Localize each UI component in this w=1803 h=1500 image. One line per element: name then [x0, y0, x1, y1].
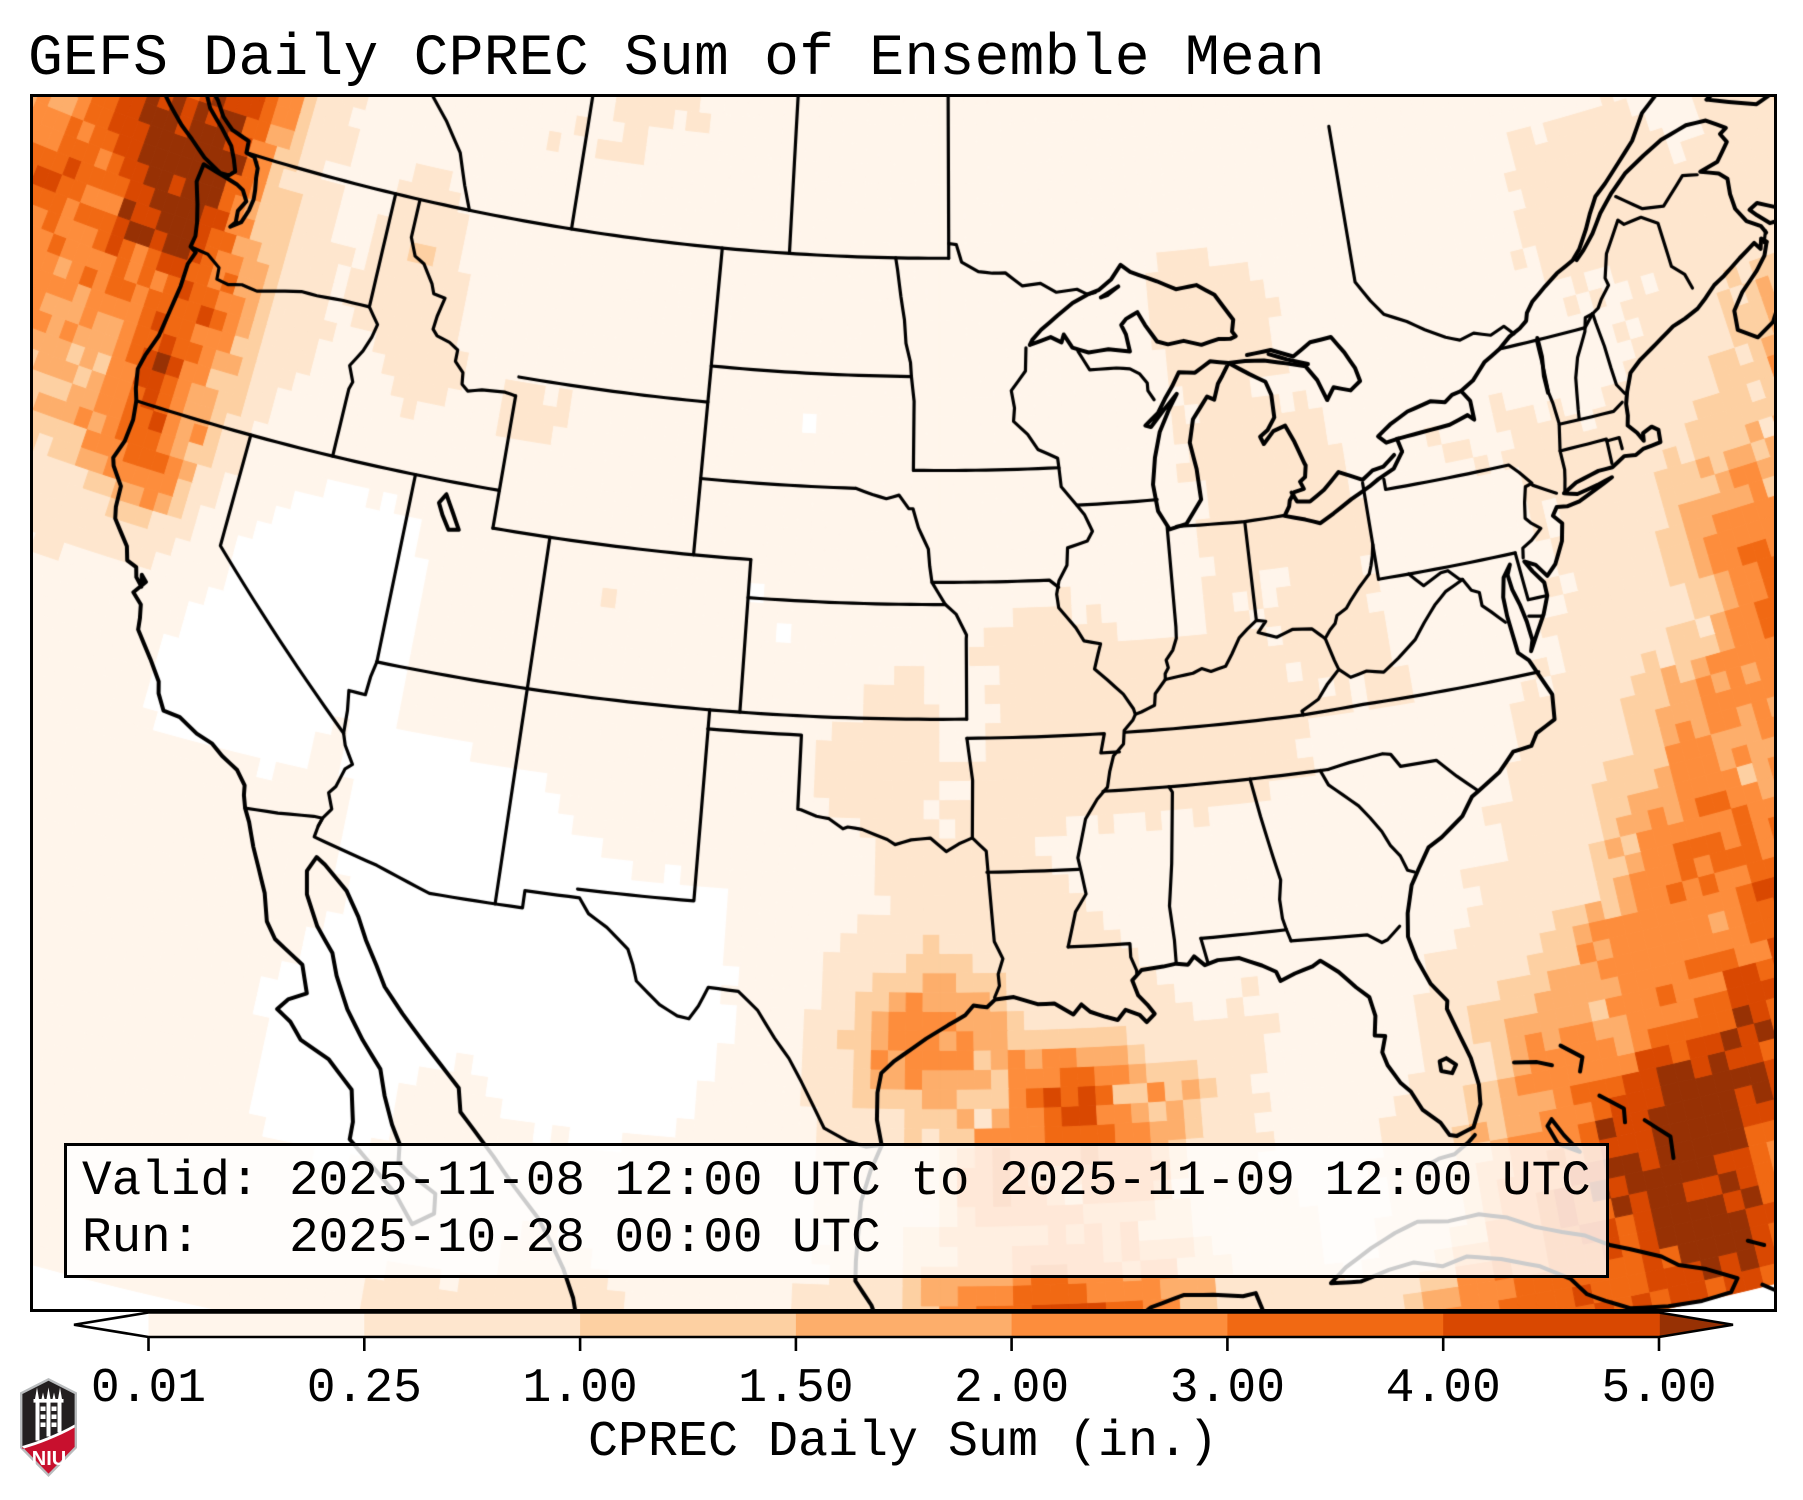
svg-text:2.00: 2.00	[954, 1362, 1069, 1416]
svg-text:0.25: 0.25	[307, 1362, 422, 1416]
svg-text:NIU: NIU	[32, 1448, 66, 1470]
svg-text:1.50: 1.50	[738, 1362, 853, 1416]
svg-text:1.00: 1.00	[522, 1362, 637, 1416]
svg-text:4.00: 4.00	[1386, 1362, 1501, 1416]
svg-text:CPREC Daily Sum (in.): CPREC Daily Sum (in.)	[588, 1414, 1218, 1471]
svg-text:0.01: 0.01	[91, 1362, 206, 1416]
svg-text:3.00: 3.00	[1170, 1362, 1285, 1416]
svg-text:5.00: 5.00	[1601, 1362, 1716, 1416]
